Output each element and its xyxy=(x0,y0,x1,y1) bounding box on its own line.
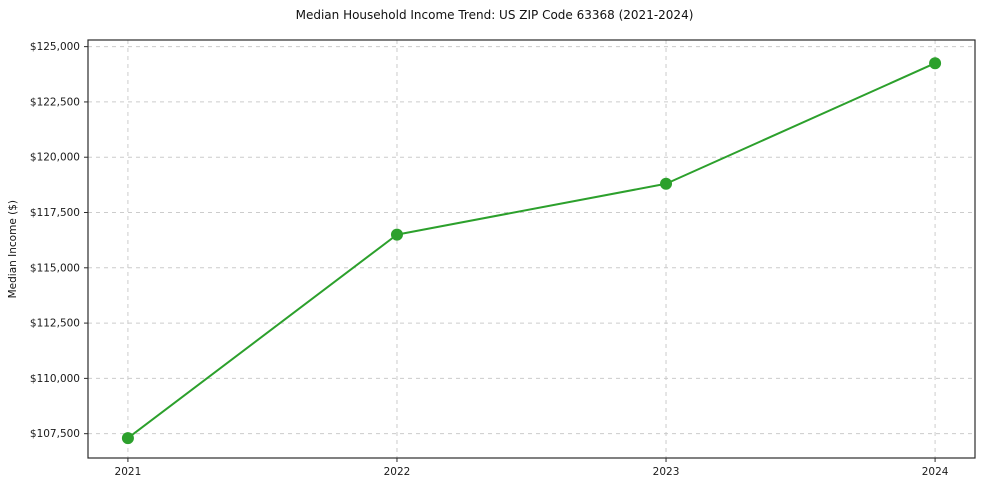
y-axis-label: Median Income ($) xyxy=(7,199,19,299)
plot-border xyxy=(87,39,976,459)
trend-line xyxy=(126,62,937,440)
data-point-marker xyxy=(121,432,134,445)
data-point-marker xyxy=(660,177,673,190)
chart-title: Median Household Income Trend: US ZIP Co… xyxy=(295,8,694,22)
y-tick-label: $110,000 xyxy=(30,373,80,385)
x-tick-label: 2024 xyxy=(922,466,949,478)
y-tick-label: $125,000 xyxy=(30,41,80,53)
y-tick-label: $107,500 xyxy=(30,428,80,440)
x-tick-label: 2022 xyxy=(384,466,411,478)
y-tick-label: $112,500 xyxy=(30,318,80,330)
y-tick-label: $115,000 xyxy=(30,262,80,274)
y-tick-label: $122,500 xyxy=(30,96,80,108)
x-tick-label: 2023 xyxy=(653,466,680,478)
y-tick-label: $117,500 xyxy=(30,207,80,219)
data-point-marker xyxy=(390,228,403,241)
y-axis-label-container: Median Income ($) xyxy=(0,40,26,458)
data-point-marker xyxy=(929,57,942,70)
x-tick-label: 2021 xyxy=(115,466,142,478)
y-tick-label: $120,000 xyxy=(30,152,80,164)
